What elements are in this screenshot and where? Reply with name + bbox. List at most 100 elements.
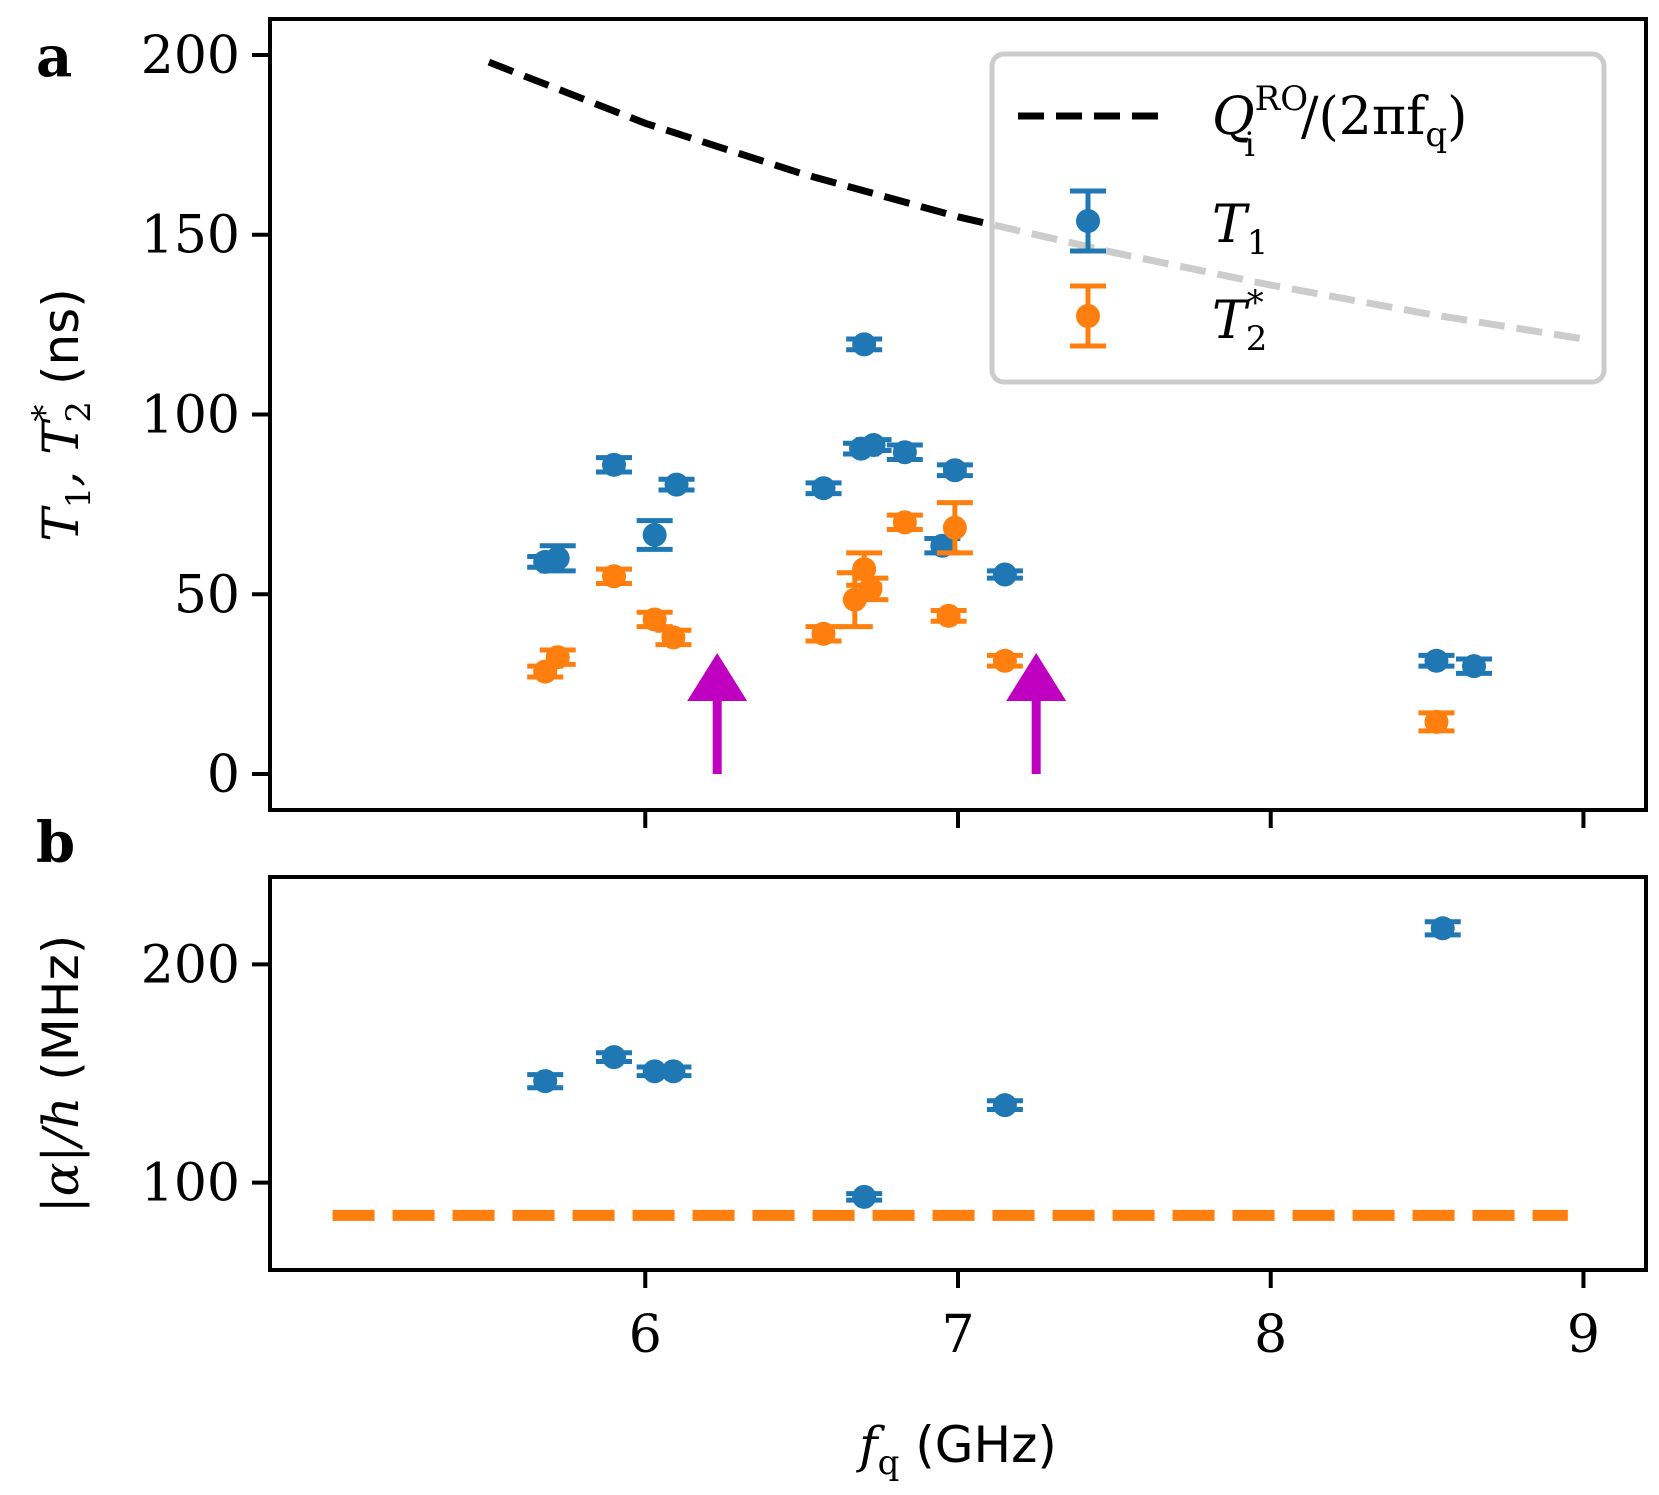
- point-t1-14-marker: [1424, 648, 1449, 673]
- point-t2-star-12-marker: [942, 515, 967, 540]
- point-t1-2: [539, 543, 576, 574]
- point-t2-star-12: [936, 500, 973, 556]
- point-alpha-2: [596, 1045, 632, 1070]
- panel-a-y-label: T1, T*2 (ns): [25, 288, 99, 541]
- point-t2-star-14-marker: [1424, 709, 1449, 734]
- ylabel-alpha-unit: (MHz): [32, 935, 90, 1097]
- point-t2-star-5: [655, 625, 692, 650]
- legend-t1-main: T: [1212, 195, 1250, 255]
- legend-swatch-t2: [1070, 283, 1106, 349]
- point-t1-13-marker: [992, 562, 1017, 587]
- point-t2-star-2: [539, 645, 576, 670]
- point-t1-15-marker: [1462, 654, 1486, 679]
- point-alpha-4: [655, 1059, 692, 1084]
- panel-b-plot: 100 200 6 7 8 9 |α|/h (MHz) fq (GHz): [32, 875, 1648, 1483]
- series-t2-star: [527, 500, 1455, 734]
- legend-t2-sup: *: [1247, 283, 1264, 323]
- point-t2-star-3-marker: [602, 564, 626, 589]
- point-alpha-1: [527, 1069, 564, 1094]
- point-alpha-6: [986, 1093, 1023, 1118]
- point-t1-13: [986, 562, 1023, 587]
- legend-t2-main: T: [1212, 291, 1250, 351]
- point-t2-star-6-marker: [811, 621, 836, 646]
- point-alpha-2-marker: [602, 1045, 626, 1070]
- point-t2-star-11-marker: [936, 603, 961, 628]
- panel-a-y-axis: 0 50 100 150 200: [141, 26, 270, 805]
- point-t1-9-marker: [861, 433, 886, 458]
- data-series-group: [527, 332, 1492, 734]
- ylabel-t-sub2: 2: [59, 401, 99, 423]
- point-t1-10-marker: [892, 440, 917, 465]
- point-t1-8-marker: [852, 332, 877, 357]
- panel-a-label: a: [36, 24, 72, 90]
- point-t1-3-marker: [602, 452, 626, 477]
- panel-a-ytick-label-150: 150: [141, 206, 240, 266]
- point-t1-10: [886, 440, 923, 465]
- legend-q-sub: i: [1244, 125, 1255, 165]
- data-series-group-b: [527, 916, 1461, 1209]
- panel-b-y-label: |α|/h (MHz): [32, 935, 90, 1213]
- arrow-1-head: [687, 652, 748, 701]
- legend-label-t2: T* 2: [1212, 283, 1267, 359]
- point-t1-6-marker: [811, 476, 836, 501]
- panel-b-xtick-label-7: 7: [941, 1305, 974, 1365]
- legend-q-sup: RO: [1255, 79, 1308, 119]
- panel-b-label: b: [36, 810, 75, 876]
- panel-b-ytick-label-100: 100: [141, 1154, 240, 1214]
- point-t1-2-marker: [545, 546, 570, 571]
- point-t2-star-10: [886, 510, 923, 535]
- point-alpha-7: [1424, 916, 1461, 941]
- point-t1-6: [805, 476, 842, 501]
- point-alpha-5: [846, 1184, 883, 1209]
- legend-t1-sub: 1: [1247, 223, 1269, 263]
- ylabel-t-unit: (ns): [32, 288, 90, 401]
- legend-t2-marker: [1076, 304, 1100, 328]
- legend-swatch-t1: [1070, 188, 1106, 254]
- point-t2-star-5-marker: [661, 625, 686, 650]
- legend-q-end: ): [1447, 87, 1467, 147]
- ylabel-alpha-text: |α|/h: [32, 1097, 90, 1214]
- point-t2-star-10-marker: [892, 510, 917, 535]
- panel-a-ytick-label-0: 0: [207, 745, 240, 805]
- panel-b-x-label: fq (GHz): [855, 1416, 1057, 1483]
- series-alpha: [527, 916, 1461, 1209]
- point-t2-star-8-marker: [852, 557, 877, 582]
- point-alpha-7-marker: [1430, 916, 1455, 941]
- panel-b-xtick-label-6: 6: [629, 1305, 662, 1365]
- point-t2-star-6: [805, 621, 842, 646]
- point-t1-12-marker: [942, 458, 967, 483]
- point-t1-14: [1418, 648, 1455, 673]
- ylabel-t-sub1: 1: [59, 487, 99, 509]
- legend-q-main: Q: [1212, 87, 1255, 147]
- point-t1-12: [936, 458, 973, 483]
- point-t1-5-marker: [664, 472, 689, 497]
- point-t1-15: [1456, 654, 1492, 679]
- point-alpha-6-marker: [992, 1093, 1017, 1118]
- point-t1-4: [636, 518, 673, 552]
- series-t1: [527, 332, 1492, 679]
- panel-b-xtick-label-8: 8: [1254, 1305, 1287, 1365]
- point-t2-star-3: [596, 564, 632, 589]
- point-t1-4-marker: [642, 522, 667, 547]
- point-t2-star-13-marker: [992, 648, 1017, 673]
- point-t2-star-11: [930, 603, 967, 628]
- legend-q-sub2: q: [1425, 115, 1447, 155]
- point-alpha-1-marker: [533, 1069, 558, 1094]
- legend: QRO i/(2πfq) T1 T* 2: [989, 51, 1607, 385]
- panel-b-x-axis: 6 7 8 9: [629, 1270, 1600, 1365]
- arrow-1: [687, 652, 748, 775]
- xlabel-f-sub: q: [878, 1443, 900, 1483]
- panel-b-xtick-label-9: 9: [1567, 1305, 1600, 1365]
- arrow-group: [687, 652, 1067, 775]
- legend-label-t1: T1: [1212, 195, 1268, 263]
- legend-label-qro: QRO i /(2πfq): [1212, 79, 1467, 165]
- panel-b-y-axis: 100 200: [141, 935, 270, 1214]
- point-alpha-5-marker: [852, 1184, 877, 1209]
- legend-box: [989, 51, 1607, 385]
- xlabel-f-unit: (GHz): [899, 1416, 1057, 1474]
- point-t2-star-4: [636, 607, 673, 632]
- point-t2-star-9-marker: [858, 576, 883, 601]
- panel-a-x-ticks: [643, 810, 1586, 828]
